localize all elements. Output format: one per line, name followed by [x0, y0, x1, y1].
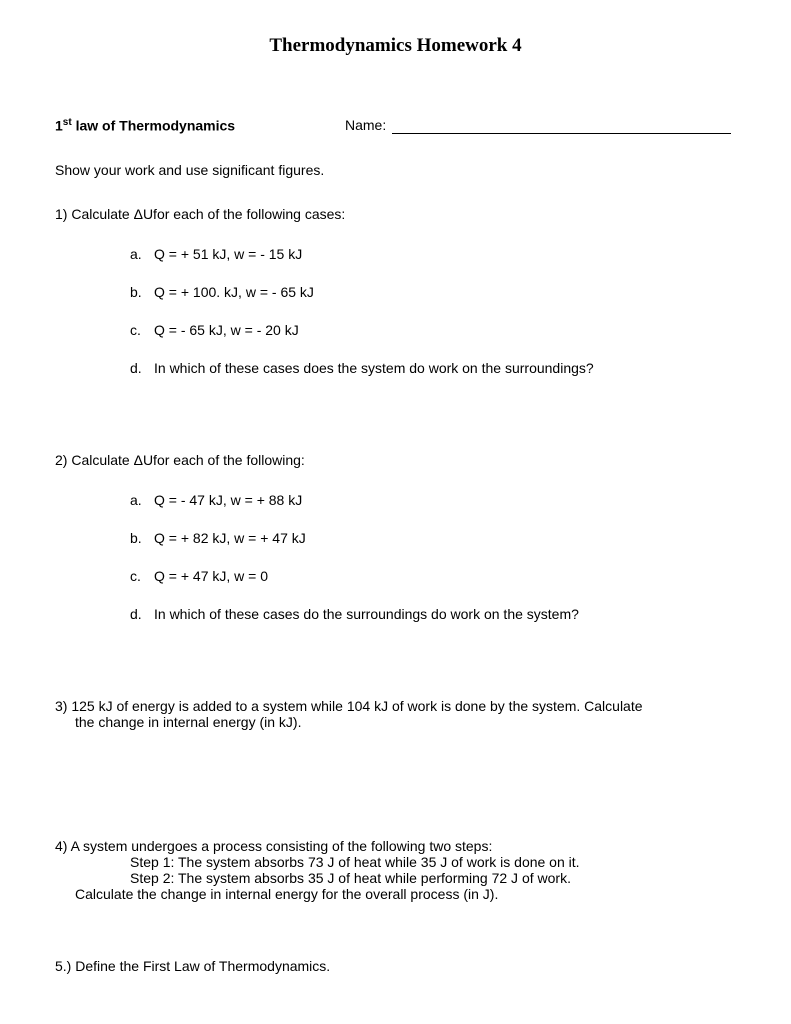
sub-text: In which of these cases does the system … [154, 360, 594, 376]
question-4-line1: 4) A system undergoes a process consisti… [55, 838, 736, 854]
question-1d: d. In which of these cases does the syst… [130, 360, 736, 376]
subtitle: 1st law of Thermodynamics [55, 117, 345, 134]
question-4-line4: Calculate the change in internal energy … [55, 886, 736, 902]
sub-letter: d. [130, 360, 154, 376]
sub-letter: b. [130, 530, 154, 546]
sub-letter: b. [130, 284, 154, 300]
sub-text: Q = + 47 kJ, w = 0 [154, 568, 268, 584]
instructions: Show your work and use significant figur… [55, 162, 736, 178]
question-3-line2: the change in internal energy (in kJ). [55, 714, 736, 730]
question-4: 4) A system undergoes a process consisti… [55, 838, 736, 902]
sub-letter: a. [130, 492, 154, 508]
question-2d: d. In which of these cases do the surrou… [130, 606, 736, 622]
question-3-line1: 3) 125 kJ of energy is added to a system… [55, 698, 736, 714]
question-5-text: 5.) Define the First Law of Thermodynami… [55, 958, 736, 974]
header-row: 1st law of Thermodynamics Name: [55, 117, 736, 134]
question-1-subitems: a. Q = + 51 kJ, w = - 15 kJ b. Q = + 100… [55, 246, 736, 376]
sub-text: Q = - 65 kJ, w = - 20 kJ [154, 322, 299, 338]
spacer [55, 404, 736, 452]
sub-text: Q = + 100. kJ, w = - 65 kJ [154, 284, 314, 300]
spacer [55, 758, 736, 838]
question-1b: b. Q = + 100. kJ, w = - 65 kJ [130, 284, 736, 300]
question-4-step2: Step 2: The system absorbs 35 J of heat … [55, 870, 736, 886]
subtitle-sup: st [63, 117, 72, 128]
question-3: 3) 125 kJ of energy is added to a system… [55, 698, 736, 730]
sub-text: Q = + 82 kJ, w = + 47 kJ [154, 530, 306, 546]
page-title: Thermodynamics Homework 4 [55, 35, 736, 57]
question-5: 5.) Define the First Law of Thermodynami… [55, 958, 736, 974]
question-2b: b. Q = + 82 kJ, w = + 47 kJ [130, 530, 736, 546]
question-2a: a. Q = - 47 kJ, w = + 88 kJ [130, 492, 736, 508]
name-input-line[interactable] [392, 117, 731, 134]
question-1a: a. Q = + 51 kJ, w = - 15 kJ [130, 246, 736, 262]
sub-letter: d. [130, 606, 154, 622]
question-1-prompt: 1) Calculate ΔUfor each of the following… [55, 206, 736, 222]
sub-text: Q = - 47 kJ, w = + 88 kJ [154, 492, 302, 508]
spacer [55, 930, 736, 958]
sub-letter: a. [130, 246, 154, 262]
question-1c: c. Q = - 65 kJ, w = - 20 kJ [130, 322, 736, 338]
question-2c: c. Q = + 47 kJ, w = 0 [130, 568, 736, 584]
spacer [55, 650, 736, 698]
sub-text: In which of these cases do the surroundi… [154, 606, 579, 622]
sub-letter: c. [130, 568, 154, 584]
question-2: 2) Calculate ΔUfor each of the following… [55, 452, 736, 622]
subtitle-rest: law of Thermodynamics [72, 118, 235, 134]
sub-letter: c. [130, 322, 154, 338]
subtitle-ordinal: 1 [55, 118, 63, 134]
question-1: 1) Calculate ΔUfor each of the following… [55, 206, 736, 376]
question-2-prompt: 2) Calculate ΔUfor each of the following… [55, 452, 736, 468]
question-4-step1: Step 1: The system absorbs 73 J of heat … [55, 854, 736, 870]
sub-text: Q = + 51 kJ, w = - 15 kJ [154, 246, 302, 262]
name-label: Name: [345, 117, 386, 134]
question-2-subitems: a. Q = - 47 kJ, w = + 88 kJ b. Q = + 82 … [55, 492, 736, 622]
